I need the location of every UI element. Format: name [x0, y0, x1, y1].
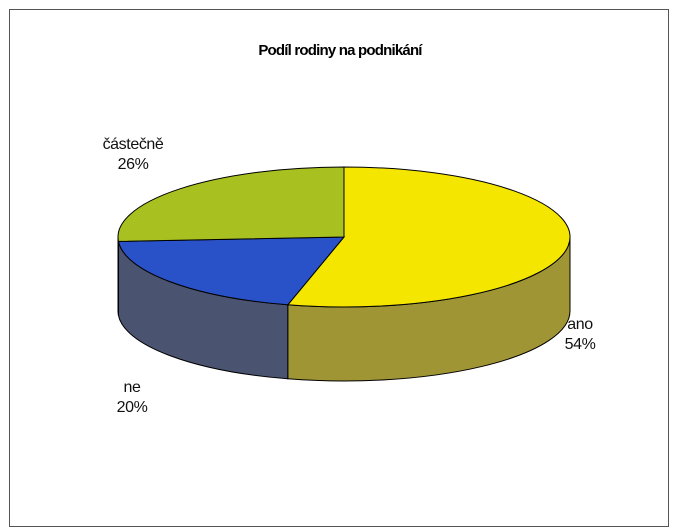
slice-label-castecne: částečně 26%: [88, 135, 178, 175]
pie-chart: [117, 166, 571, 382]
pie-side-walls: [117, 236, 571, 382]
slice-label-ne-name: ne: [123, 379, 141, 396]
pie-slice-ano: [286, 166, 571, 308]
slice-label-ano-value: 54%: [564, 336, 596, 353]
pie-top-faces: [117, 166, 571, 308]
slice-label-castecne-value: 26%: [117, 156, 149, 173]
pie-slice-castecne: [117, 166, 345, 242]
slice-label-ano-name: ano: [567, 316, 593, 333]
chart-frame: Podíl rodiny na podnikání ano 54% ne 20%…: [9, 9, 669, 527]
slice-label-ne: ne 20%: [102, 378, 162, 418]
slice-label-castecne-name: částečně: [102, 136, 164, 153]
chart-title: Podíl rodiny na podnikání: [258, 42, 422, 59]
slice-label-ano: ano 54%: [550, 315, 610, 355]
pie-slice-ne: [117, 236, 346, 306]
slice-label-ne-value: 20%: [116, 399, 148, 416]
